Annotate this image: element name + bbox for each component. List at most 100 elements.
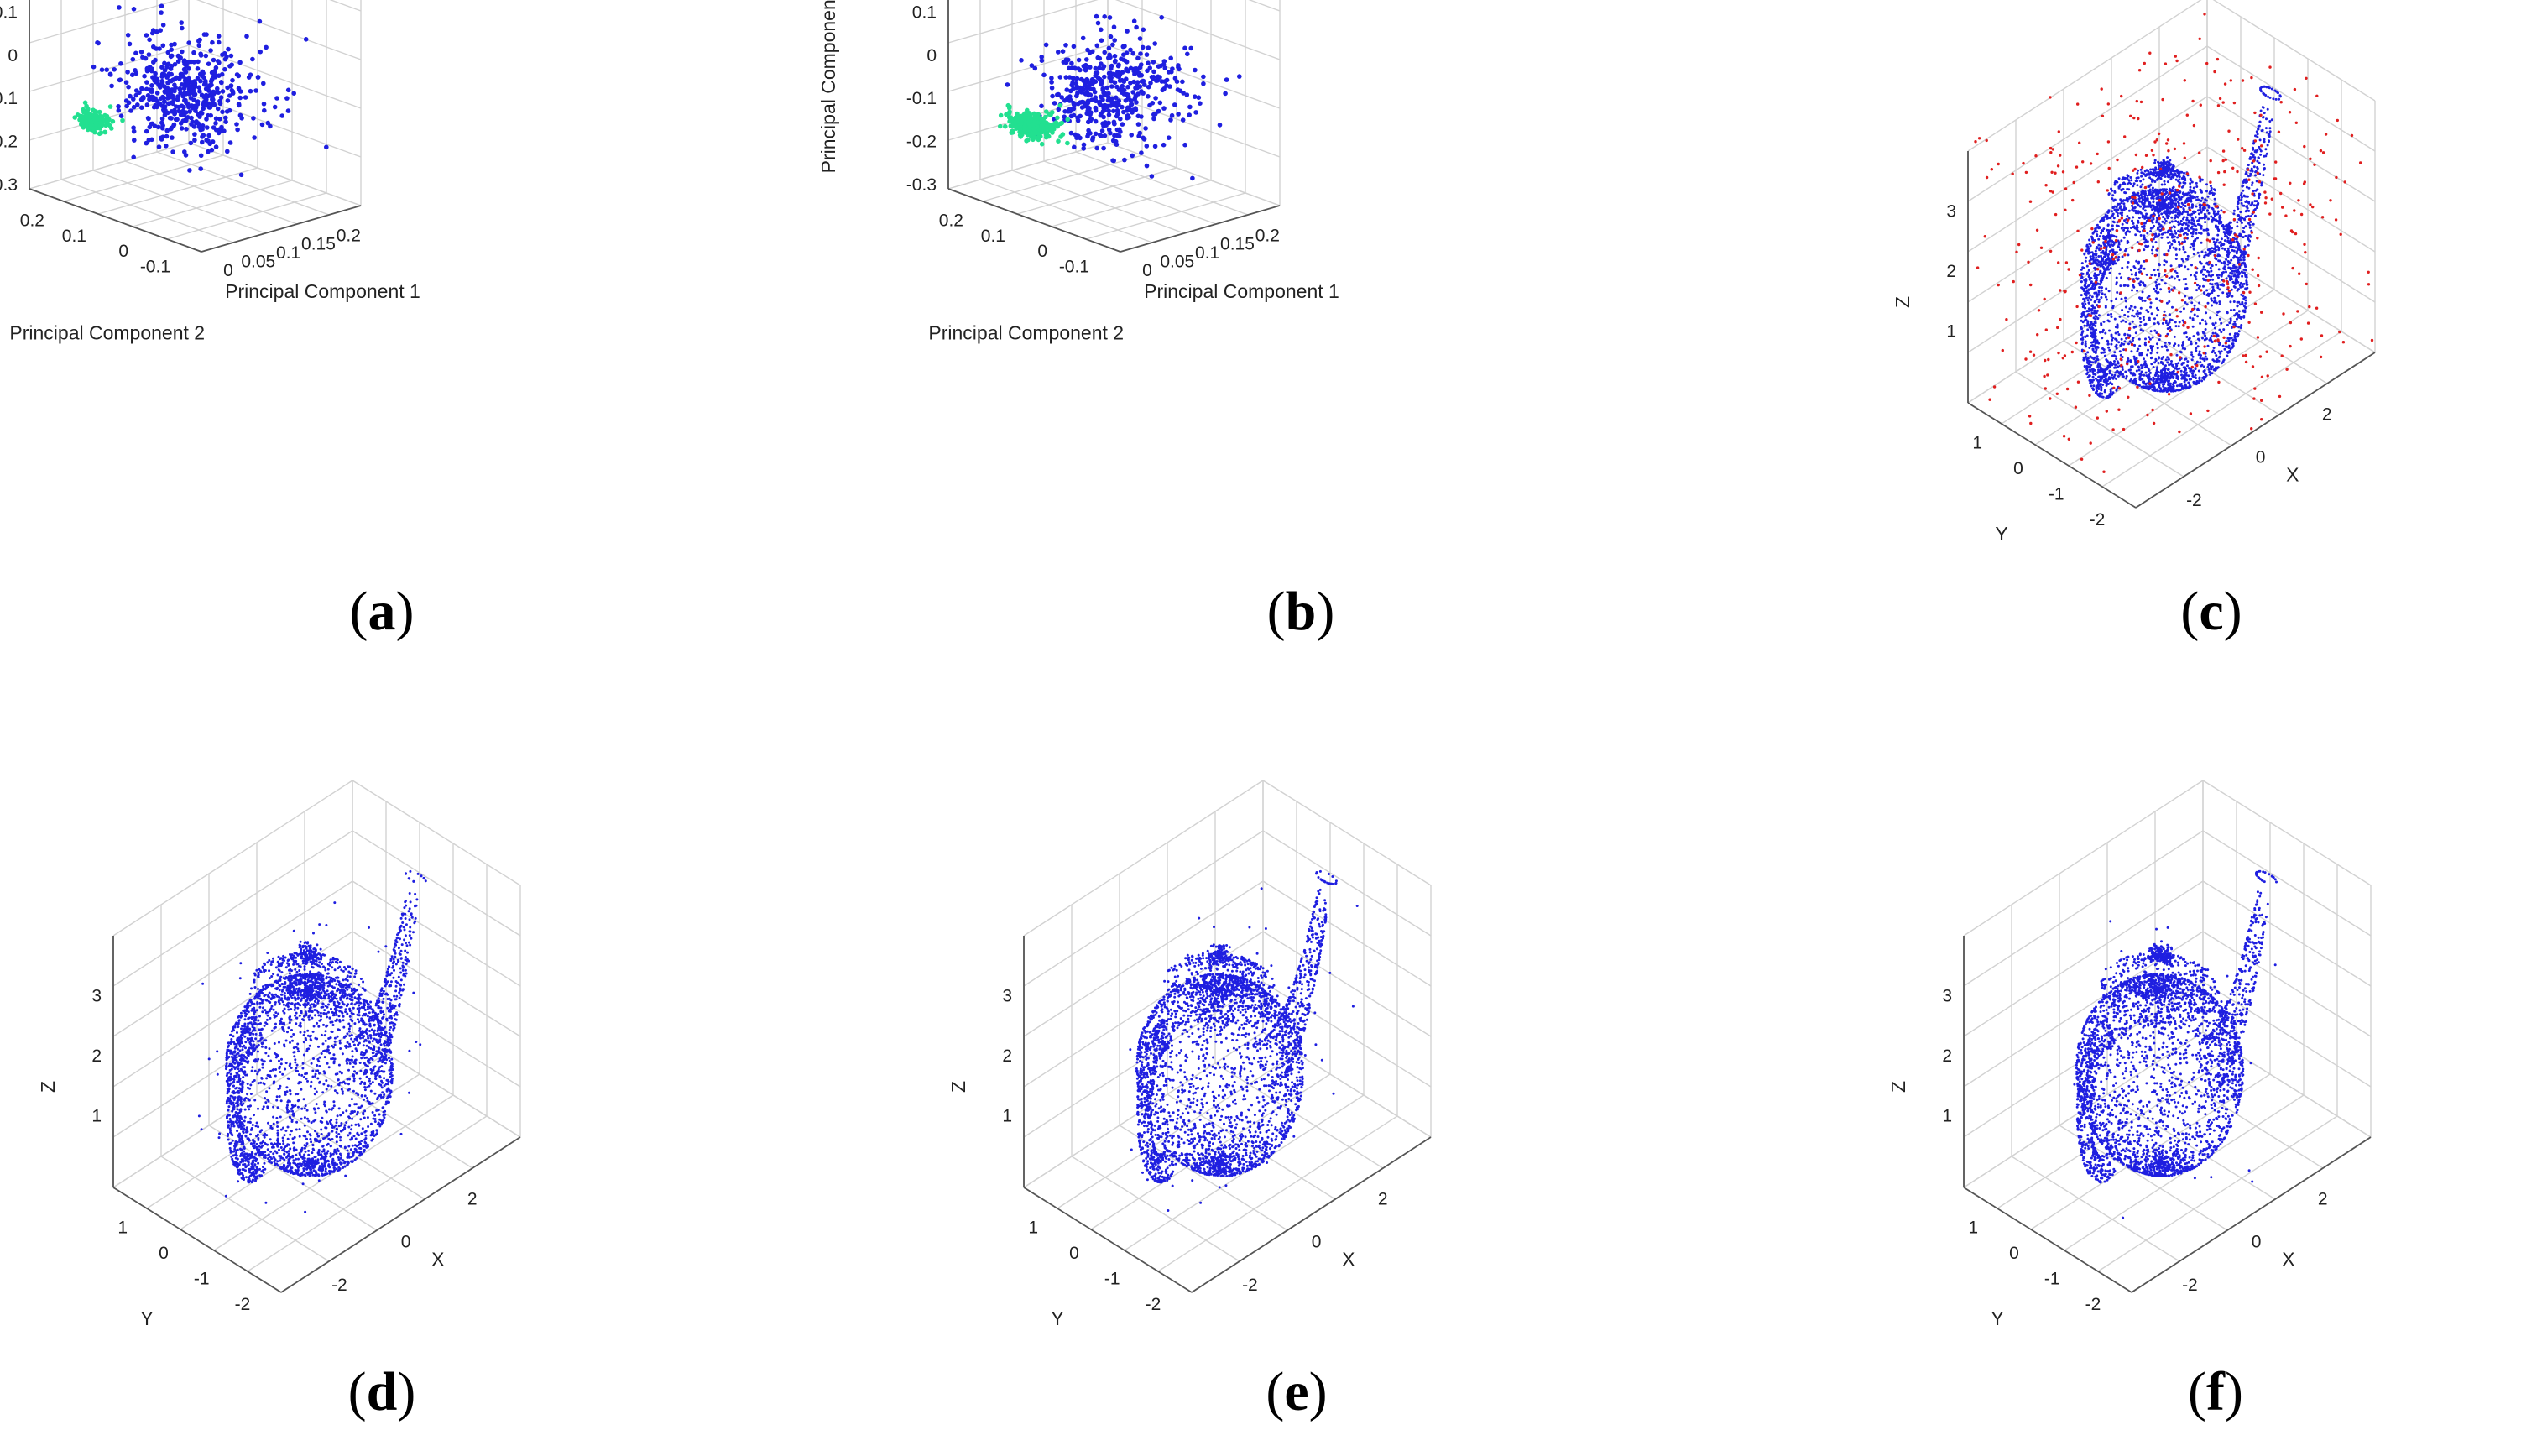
grid-line bbox=[1967, 0, 2202, 152]
data-point bbox=[2216, 238, 2219, 242]
data-point bbox=[2183, 357, 2186, 361]
data-point bbox=[1125, 92, 1130, 97]
data-point bbox=[2140, 370, 2143, 373]
data-point bbox=[192, 132, 197, 137]
data-point bbox=[204, 138, 209, 143]
data-point bbox=[2261, 106, 2264, 109]
data-point bbox=[2230, 309, 2232, 311]
data-point bbox=[2191, 369, 2195, 373]
x-tick-label: 0 bbox=[2256, 448, 2266, 467]
data-point bbox=[250, 56, 255, 62]
data-point bbox=[2157, 160, 2159, 164]
data-point bbox=[2218, 317, 2221, 321]
data-point bbox=[151, 60, 156, 65]
data-point bbox=[2123, 227, 2127, 230]
grid-line bbox=[1107, 142, 1281, 206]
data-point bbox=[2201, 357, 2205, 361]
data-point bbox=[2115, 389, 2118, 392]
data-point bbox=[2201, 318, 2204, 321]
z-tick-label: 1 bbox=[1946, 321, 1956, 341]
data-point bbox=[2106, 228, 2109, 232]
data-point bbox=[1146, 45, 1151, 50]
data-point bbox=[2121, 356, 2124, 358]
data-point bbox=[1130, 153, 1135, 159]
data-point bbox=[2127, 357, 2130, 360]
data-point bbox=[2177, 196, 2180, 199]
data-point bbox=[1043, 114, 1048, 120]
z-tick-label: -0.3 bbox=[0, 175, 18, 195]
data-point bbox=[2185, 218, 2189, 222]
data-point bbox=[162, 60, 167, 66]
data-point bbox=[2204, 251, 2207, 254]
data-point bbox=[2211, 299, 2214, 302]
data-point bbox=[2154, 175, 2158, 178]
data-point bbox=[2237, 274, 2240, 277]
data-point bbox=[2239, 303, 2242, 306]
data-point bbox=[1039, 103, 1044, 109]
data-point bbox=[2139, 185, 2143, 189]
data-point bbox=[2235, 317, 2238, 321]
data-point bbox=[1148, 81, 1153, 86]
data-point bbox=[2169, 363, 2173, 366]
data-point bbox=[2176, 375, 2179, 378]
data-point bbox=[2143, 209, 2147, 212]
data-point bbox=[1120, 122, 1125, 127]
data-point bbox=[2131, 314, 2134, 317]
data-point bbox=[2164, 231, 2167, 234]
data-point bbox=[2154, 389, 2158, 392]
data-point bbox=[216, 34, 222, 39]
data-point bbox=[2202, 265, 2205, 269]
data-point bbox=[1085, 100, 1091, 106]
data-point bbox=[2206, 292, 2210, 295]
data-point bbox=[2196, 237, 2199, 240]
data-point bbox=[160, 126, 165, 131]
data-point bbox=[2113, 190, 2117, 194]
data-point bbox=[1068, 97, 1073, 103]
data-point bbox=[2162, 232, 2165, 236]
data-point bbox=[2216, 210, 2220, 213]
data-point bbox=[2151, 180, 2153, 183]
data-point bbox=[2149, 214, 2153, 217]
data-point bbox=[1022, 123, 1027, 129]
data-point bbox=[2166, 368, 2169, 371]
data-point bbox=[2091, 375, 2095, 378]
data-point bbox=[1081, 146, 1086, 151]
data-point bbox=[2133, 305, 2137, 309]
data-point bbox=[104, 113, 110, 119]
y-tick-label: -1 bbox=[2049, 484, 2064, 504]
data-point bbox=[2241, 283, 2244, 286]
data-point bbox=[2204, 198, 2207, 201]
data-point bbox=[2175, 384, 2179, 388]
data-point bbox=[2172, 375, 2175, 378]
data-point bbox=[210, 97, 215, 102]
data-point bbox=[2151, 348, 2153, 352]
data-point bbox=[2153, 373, 2157, 377]
data-point bbox=[2237, 217, 2241, 221]
data-point bbox=[2152, 200, 2155, 203]
data-point bbox=[2243, 262, 2247, 265]
data-point bbox=[2177, 389, 2180, 392]
data-point bbox=[2208, 191, 2211, 195]
data-point bbox=[1093, 131, 1099, 137]
data-point bbox=[2217, 248, 2221, 252]
data-point bbox=[2278, 97, 2281, 101]
data-point bbox=[2143, 237, 2146, 241]
data-point bbox=[2242, 194, 2246, 197]
data-point bbox=[171, 123, 176, 128]
data-point bbox=[258, 49, 264, 55]
data-point bbox=[2242, 253, 2246, 257]
data-point bbox=[2190, 301, 2194, 305]
data-point bbox=[164, 65, 170, 70]
data-point bbox=[1056, 91, 1061, 97]
data-point bbox=[2206, 365, 2210, 368]
data-point bbox=[1115, 112, 1120, 117]
data-point bbox=[2250, 184, 2253, 186]
data-point bbox=[2268, 127, 2272, 130]
data-point bbox=[2142, 316, 2145, 319]
data-point bbox=[1109, 84, 1114, 89]
data-point bbox=[2149, 345, 2153, 347]
data-point bbox=[1114, 133, 1120, 138]
data-point bbox=[1088, 92, 1094, 97]
data-point bbox=[2102, 227, 2106, 231]
data-point bbox=[1026, 119, 1031, 124]
